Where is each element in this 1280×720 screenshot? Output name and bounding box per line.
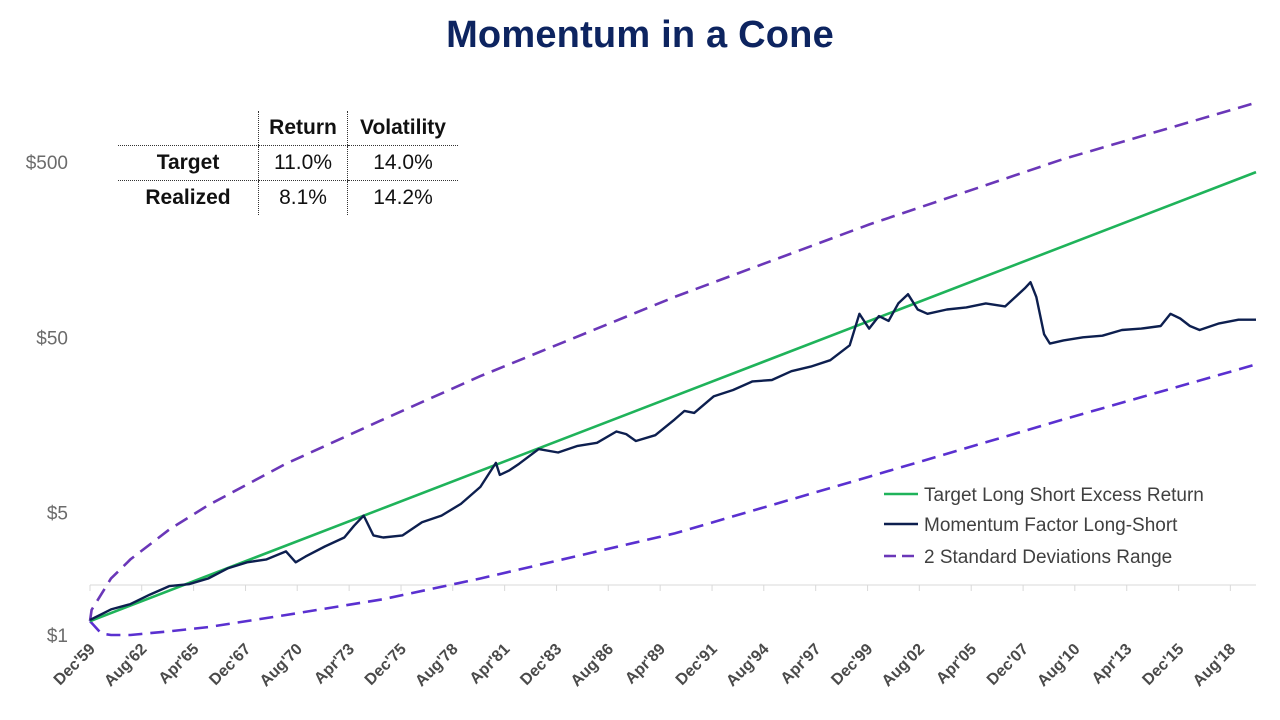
legend: Target Long Short Excess Return Momentum …: [884, 485, 1204, 568]
target-return-line: [89, 170, 1257, 623]
x-tick-label: Aug'18: [1190, 641, 1239, 690]
legend-target-label: Target Long Short Excess Return: [924, 485, 1204, 506]
stats-header-volatility: Volatility: [347, 111, 458, 146]
stats-row-label: Realized: [145, 186, 231, 209]
stats-row-label: Target: [118, 145, 259, 181]
y-tick-label: $500: [26, 153, 68, 174]
x-tick-label: Aug'62: [101, 641, 150, 690]
y-tick-label: $5: [47, 504, 68, 525]
x-tick-label: Aug'78: [412, 641, 461, 690]
x-tick-label: Aug'70: [257, 641, 306, 690]
stats-realized-return: 8.1%: [258, 180, 348, 215]
x-tick-label: Dec'83: [517, 641, 565, 689]
stats-target-return: 11.0%: [258, 145, 348, 181]
stats-row-realized: Realized 8.1% 14.2%: [118, 180, 458, 215]
momentum-factor-line: [89, 281, 1256, 621]
cone-lower-line: [89, 363, 1257, 637]
x-axis-ticks: Dec'59 Aug'62 Apr'65 Dec'67 Aug'70 Apr'73 Dec'…: [51, 585, 1239, 690]
x-tick-label: Dec'91: [673, 641, 721, 689]
x-tick-label: Dec'59: [51, 641, 99, 689]
legend-momentum-label: Momentum Factor Long-Short: [924, 515, 1178, 536]
x-tick-label: Dec'67: [206, 641, 254, 689]
y-tick-label: $1: [47, 626, 68, 647]
series-layer: [88, 101, 1257, 637]
x-tick-label: Aug'86: [568, 641, 617, 690]
x-tick-label: Dec'75: [362, 641, 410, 689]
stats-row-target: Target 11.0% 14.0%: [118, 145, 458, 181]
stats-header-row: Return Volatility: [118, 111, 458, 146]
chart-title: Momentum in a Cone: [446, 14, 834, 56]
x-tick-label: Apr'97: [778, 641, 825, 688]
x-tick-label: Dec'15: [1139, 641, 1187, 689]
legend-std-range-label: 2 Standard Deviations Range: [924, 547, 1172, 568]
x-tick-label: Apr'81: [467, 641, 514, 688]
x-tick-label: Apr'73: [311, 641, 358, 688]
stats-header-empty: [118, 111, 259, 146]
x-tick-label: Aug'10: [1034, 641, 1083, 690]
x-tick-label: Aug'94: [723, 641, 772, 690]
stats-table: Return Volatility Target 11.0% 14.0% Rea…: [118, 111, 458, 215]
cone-upper-line: [88, 101, 1257, 622]
stats-header-return: Return: [258, 111, 348, 146]
x-tick-label: Dec'07: [984, 641, 1032, 689]
y-tick-label: $50: [36, 328, 68, 349]
x-tick-label: Apr'89: [622, 641, 669, 688]
stats-target-volatility: 14.0%: [347, 145, 458, 181]
x-tick-label: Dec'99: [828, 641, 876, 689]
stats-realized-volatility: 14.2%: [347, 180, 458, 215]
x-tick-label: Apr'13: [1089, 641, 1136, 688]
x-tick-label: Apr'65: [156, 641, 203, 688]
x-tick-label: Aug'02: [879, 641, 928, 690]
y-axis-ticks: $1 $5 $50 $500: [26, 153, 68, 647]
x-tick-label: Apr'05: [933, 641, 980, 688]
